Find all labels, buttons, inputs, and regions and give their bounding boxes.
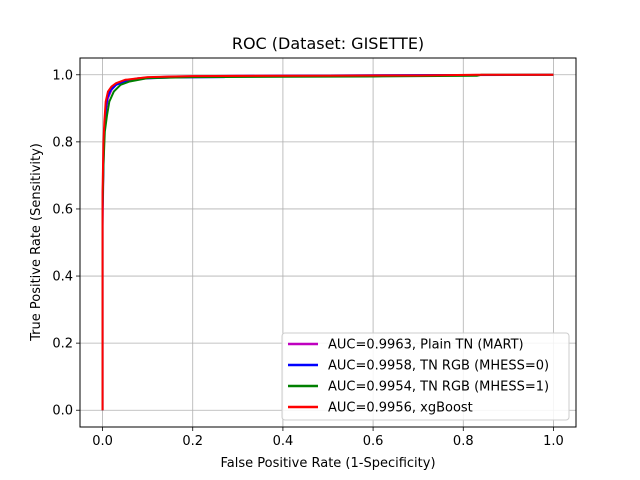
x-tick-label: 1.0: [543, 434, 564, 449]
x-tick-label: 0.2: [182, 434, 203, 449]
series-lines: [101, 73, 554, 411]
x-axis-label: False Positive Rate (1-Specificity): [220, 456, 435, 471]
roc-series-line-4: [101, 73, 554, 411]
legend-label-4: AUC=0.9956, xgBoost: [328, 401, 473, 416]
legend-label-2: AUC=0.9958, TN RGB (MHESS=0): [328, 359, 549, 374]
x-tick-label: 0.8: [453, 434, 474, 449]
y-axis-label: True Positive Rate (Sensitivity): [29, 143, 44, 342]
y-tick-label: 0.8: [52, 135, 73, 150]
x-tick-label: 0.6: [363, 434, 384, 449]
grid-lines: [80, 58, 576, 427]
y-axis-ticks: 0.0 0.2 0.4 0.6 0.8 1.0: [52, 68, 80, 419]
y-tick-label: 0.6: [52, 202, 73, 217]
x-tick-label: 0.4: [273, 434, 294, 449]
y-tick-label: 1.0: [52, 68, 73, 83]
legend-label-3: AUC=0.9954, TN RGB (MHESS=1): [328, 380, 549, 395]
x-tick-label: 0.0: [92, 434, 113, 449]
y-tick-label: 0.0: [52, 404, 73, 419]
chart-title: ROC (Dataset: GISETTE): [232, 34, 424, 53]
legend-box: [281, 332, 570, 421]
legend-label-1: AUC=0.9963, Plain TN (MART): [328, 338, 524, 353]
y-tick-label: 0.2: [52, 337, 73, 352]
plot-frame: [79, 57, 577, 428]
x-axis-ticks: 0.0 0.2 0.4 0.6 0.8 1.0: [92, 427, 564, 449]
y-tick-label: 0.4: [52, 270, 73, 285]
legend: AUC=0.9963, Plain TN (MART) AUC=0.9958, T…: [281, 332, 570, 421]
